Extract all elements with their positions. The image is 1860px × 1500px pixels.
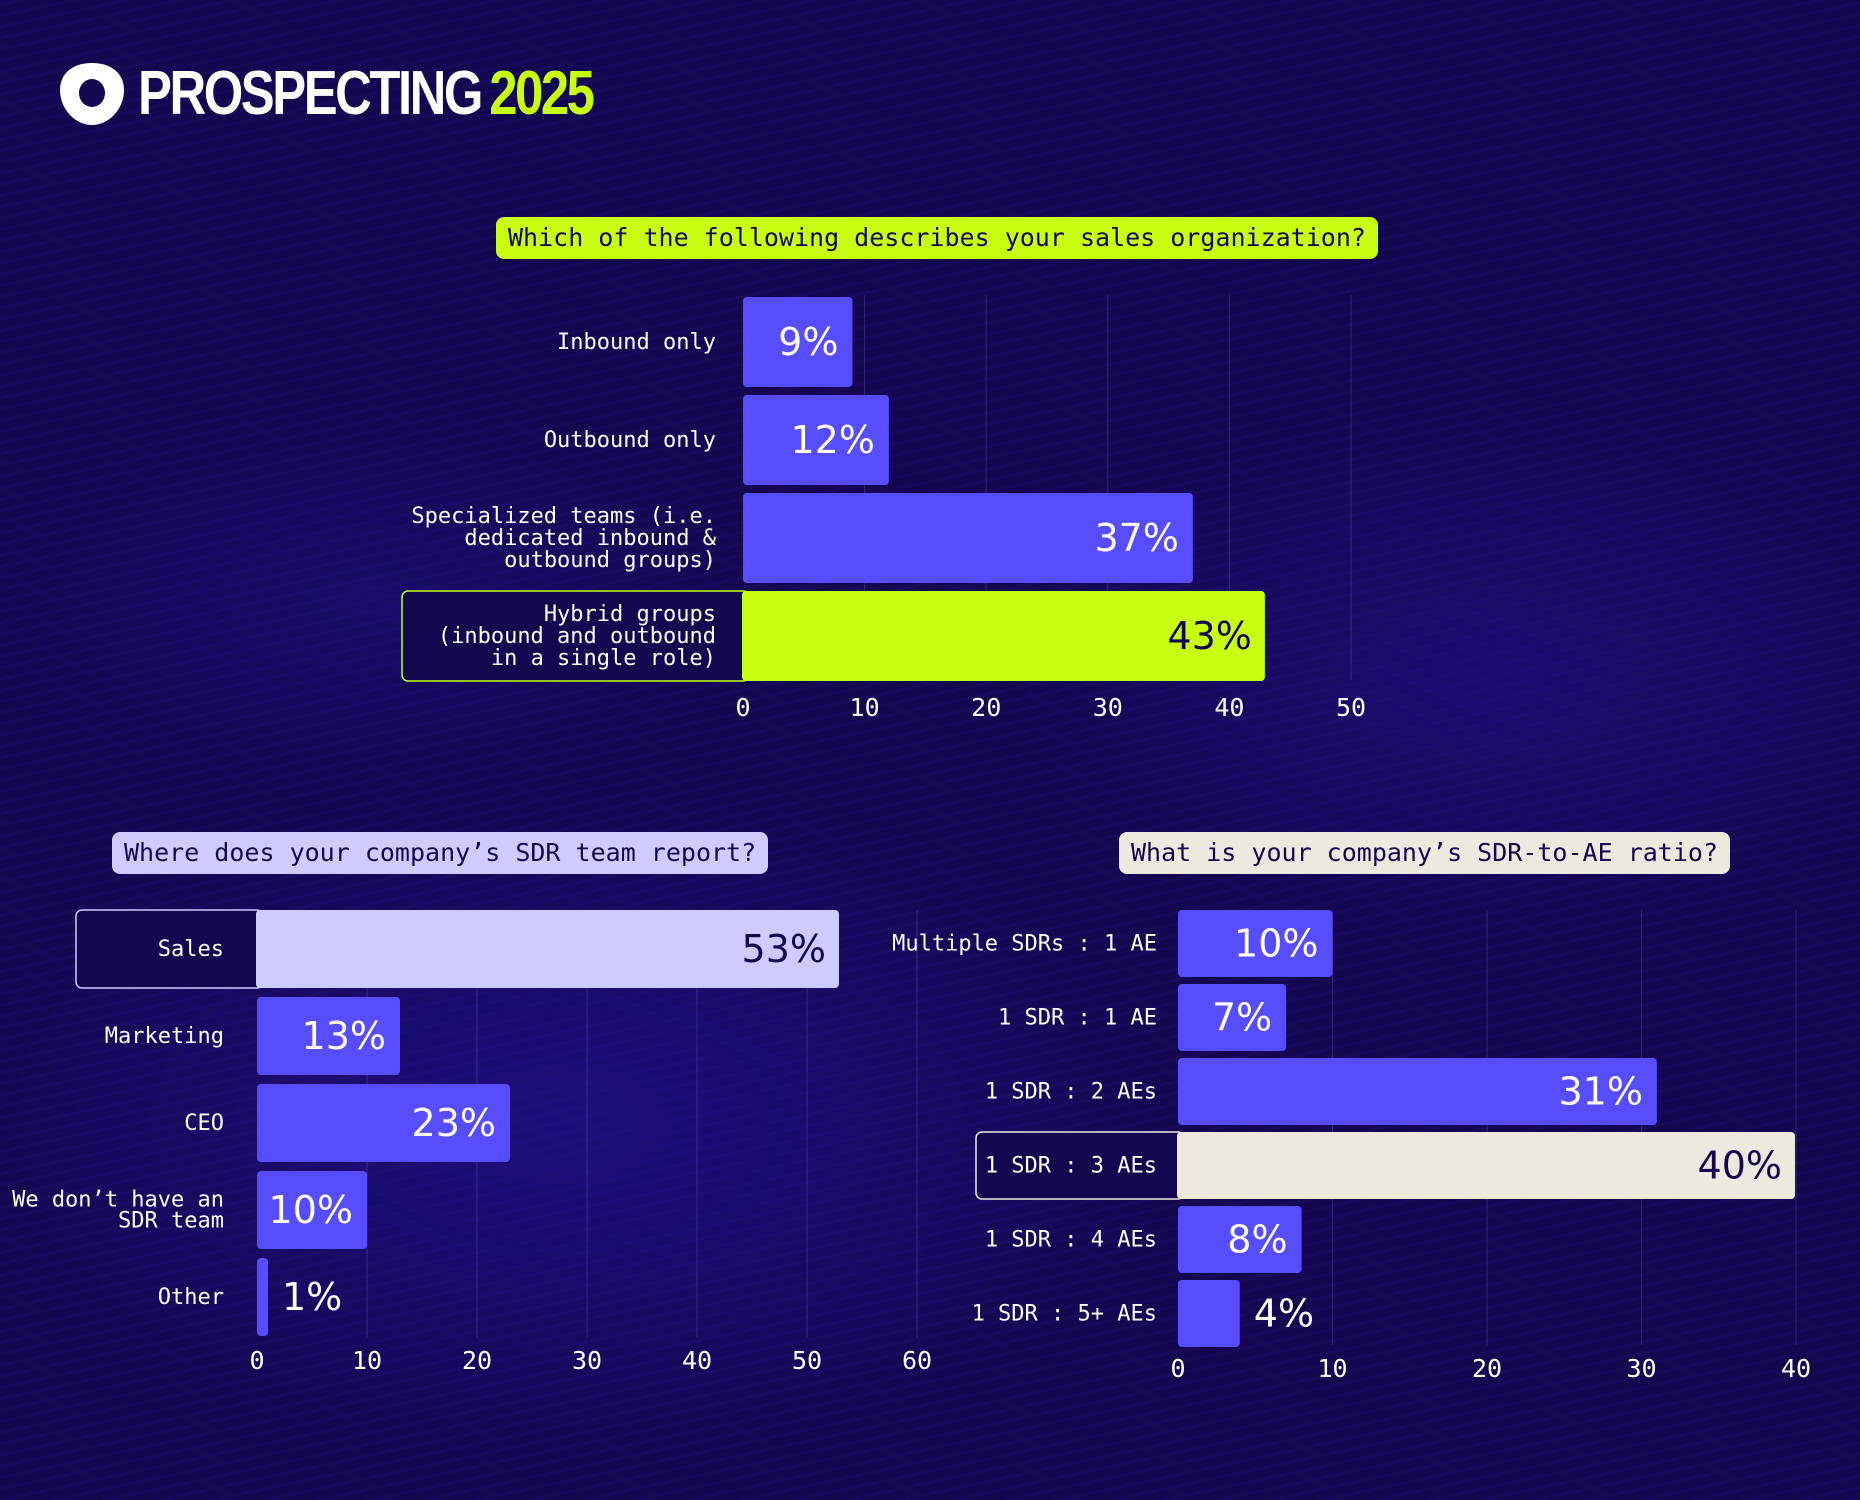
x-tick-label: 20 — [1472, 1354, 1502, 1383]
data-label: 12% — [790, 418, 874, 462]
chart-1-title: Which of the following describes your sa… — [496, 217, 1378, 259]
bar — [257, 1258, 268, 1336]
x-tick-label: 10 — [850, 693, 880, 722]
category-label: Marketing — [105, 1024, 224, 1049]
data-label: 37% — [1094, 516, 1178, 560]
x-tick-label: 40 — [1781, 1354, 1811, 1383]
x-tick-label: 50 — [1336, 693, 1366, 722]
category-label: 1 SDR : 2 AEs — [985, 1080, 1157, 1105]
brand-name: PROSPECTING — [138, 59, 483, 128]
brand-header: PROSPECTING 2025 — [58, 60, 692, 128]
chart-sales-organization: 0 10 20 30 40 50 9% Inbound only 12% Outbound onl… — [401, 295, 1366, 722]
data-label: 8% — [1227, 1218, 1287, 1262]
data-label: 40% — [1698, 1144, 1782, 1188]
x-tick-label: 10 — [352, 1346, 382, 1375]
category-label: Sales — [158, 937, 224, 962]
x-tick-label: 30 — [1626, 1354, 1656, 1383]
data-label: 10% — [1234, 922, 1318, 966]
data-label: 1% — [282, 1275, 342, 1319]
x-tick-label: 20 — [462, 1346, 492, 1375]
brand-logo-icon — [60, 63, 124, 125]
category-label: 1 SDR : 4 AEs — [985, 1228, 1157, 1253]
data-label: 13% — [302, 1014, 386, 1058]
chart-2-title: Where does your company’s SDR team repor… — [112, 832, 769, 874]
x-tick-label: 20 — [971, 693, 1001, 722]
data-label: 7% — [1212, 996, 1272, 1040]
x-tick-label: 50 — [792, 1346, 822, 1375]
category-label: 1 SDR : 1 AE — [998, 1006, 1157, 1031]
bar — [1178, 1280, 1240, 1347]
x-tick-label: 60 — [902, 1346, 932, 1375]
category-label: Other — [158, 1285, 224, 1310]
category-label: Inbound only — [557, 330, 716, 355]
data-label: 4% — [1254, 1292, 1314, 1336]
chart-sdr-ae-ratio: 0 10 20 30 40 10% Multiple SDRs : 1 AE 7% 1 SDR … — [892, 910, 1811, 1383]
chart-3-title: What is your company’s SDR-to-AE ratio? — [1119, 832, 1730, 874]
x-tick-label: 0 — [735, 693, 750, 722]
x-tick-label: 30 — [1093, 693, 1123, 722]
brand-title: PROSPECTING 2025 — [138, 63, 595, 125]
data-label: 23% — [412, 1101, 496, 1145]
brand-year: 2025 — [489, 59, 595, 128]
data-label: 43% — [1167, 614, 1251, 658]
category-label: 1 SDR : 3 AEs — [985, 1154, 1157, 1179]
x-tick-label: 40 — [682, 1346, 712, 1375]
category-label: We don’t have an SDR team — [12, 1188, 224, 1234]
data-label: 53% — [742, 927, 826, 971]
x-tick-label: 0 — [1170, 1354, 1185, 1383]
chart-sdr-reporting: 0 10 20 30 40 50 60 53% Sales 13% Marketing 23% CEO 1… — [12, 909, 932, 1375]
data-label: 9% — [778, 320, 838, 364]
category-label: 1 SDR : 5+ AEs — [972, 1302, 1157, 1327]
x-tick-label: 0 — [249, 1346, 264, 1375]
category-label: Outbound only — [544, 428, 716, 453]
category-label: CEO — [184, 1111, 224, 1136]
x-tick-label: 40 — [1214, 693, 1244, 722]
x-tick-label: 30 — [572, 1346, 602, 1375]
data-label: 31% — [1558, 1070, 1642, 1114]
category-label: Specialized teams (i.e. dedicated inbound… — [411, 504, 716, 573]
data-label: 10% — [269, 1188, 353, 1232]
x-tick-label: 10 — [1317, 1354, 1347, 1383]
category-label: Multiple SDRs : 1 AE — [892, 932, 1157, 957]
